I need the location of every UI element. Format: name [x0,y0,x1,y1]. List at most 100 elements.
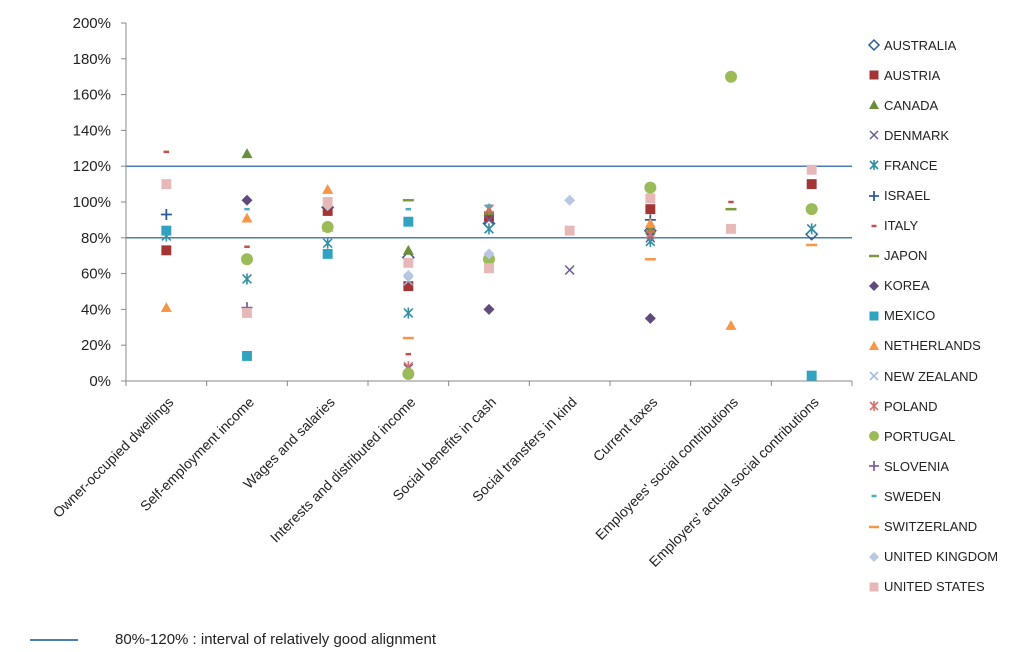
y-tick-label: 120% [73,158,111,175]
data-point [160,209,172,221]
legend-marker [869,551,879,562]
legend-marker [869,280,879,291]
series-austria [161,179,817,292]
data-point [241,194,253,206]
footnote: 80%-120% : interval of relatively good a… [30,631,436,648]
data-point [644,181,657,194]
x-tick-label: Current taxes [590,394,661,465]
legend-marker [869,311,879,321]
legend-item: NETHERLANDS [866,331,1009,361]
y-tick-label: 100% [73,194,111,211]
data-point [402,244,414,255]
data-point [806,370,817,381]
legend-item: ISRAEL [866,180,1009,210]
legend-item: UNITED KINGDOM [866,542,1009,572]
y-tick-label: 0% [89,373,111,390]
data-point [403,257,414,268]
legend-label: FRANCE [884,157,938,173]
data-point [805,203,818,216]
data-point [483,303,495,315]
legend-marker [869,254,879,257]
x-tick-label: Employees' social contributions [592,394,741,543]
legend-item: DENMARK [866,120,1009,150]
legend-marker [869,160,879,171]
data-point [484,211,494,222]
legend-label: MEXICO [884,308,936,324]
y-tick-label: 80% [81,230,111,247]
alignment-line-swatch [30,638,78,641]
legend-item: MEXICO [866,301,1009,331]
data-point [402,367,415,380]
legend-label: AUSTRALIA [884,37,957,53]
legend-item: CANADA [866,90,1009,120]
data-point [322,248,333,259]
series-netherlands [160,183,737,330]
legend-item: AUSTRIA [866,60,1009,90]
legend-label: SWEDEN [884,488,942,504]
legend-label: POLAND [884,398,938,414]
legend-label: ISRAEL [884,188,931,204]
data-point [806,179,817,190]
data-point [484,214,494,225]
legend-marker [871,495,877,498]
series-france [161,223,817,319]
series-italy [163,150,734,356]
legend-item: SLOVENIA [866,451,1009,481]
data-point [321,221,334,234]
series-switzerland [402,243,818,340]
legend-label: KOREA [884,278,930,294]
x-tick-label: Interests and distributed income [267,394,419,546]
data-point [242,350,252,361]
legend-marker [869,130,879,140]
legend-label: ITALY [884,218,919,234]
series-canada [241,148,656,255]
legend-label: CANADA [884,97,939,113]
y-tick-label: 180% [73,51,111,68]
y-tick-label: 200% [73,15,111,32]
data-point [402,269,414,281]
legend-item: JAPON [866,241,1009,271]
series-poland [403,203,656,373]
data-point [161,245,172,256]
data-point [645,228,656,240]
legend-marker [869,70,879,80]
legend-marker [869,525,879,528]
data-point [403,307,414,319]
data-point [725,320,737,330]
data-point [564,194,576,206]
data-point [644,312,656,324]
legend-marker [869,190,879,201]
y-tick-label: 140% [73,122,111,139]
legend-marker [869,371,879,381]
data-point [645,204,656,215]
series-sweden [244,204,492,211]
data-point [161,179,172,190]
data-point [806,164,817,175]
data-point [322,183,334,194]
footnote-text: 80%-120% : interval of relatively good a… [115,631,437,648]
legend-item: FRANCE [866,150,1009,180]
data-point [322,237,333,249]
y-tick-label: 160% [73,87,111,104]
legend-label: AUSTRIA [884,67,941,83]
data-point [242,273,252,285]
data-point [645,193,656,204]
legend-item: AUSTRALIA [866,30,1009,60]
series-united-states [161,164,817,318]
legend-label: SLOVENIA [884,458,950,474]
data-point [644,217,656,228]
data-point [484,263,494,274]
legend-label: PORTUGAL [884,428,956,444]
y-tick-label: 20% [81,337,111,354]
legend-item: NEW ZEALAND [866,361,1009,391]
data-point [403,281,414,292]
legend-marker [869,431,879,442]
legend-label: UNITED STATES [884,579,985,595]
legend-item: PORTUGAL [866,421,1009,451]
data-point [483,248,495,260]
data-point [241,253,253,266]
legend-item: SWEDEN [866,481,1009,511]
legend-label: NEW ZEALAND [884,368,978,384]
legend-item: POLAND [866,391,1009,421]
